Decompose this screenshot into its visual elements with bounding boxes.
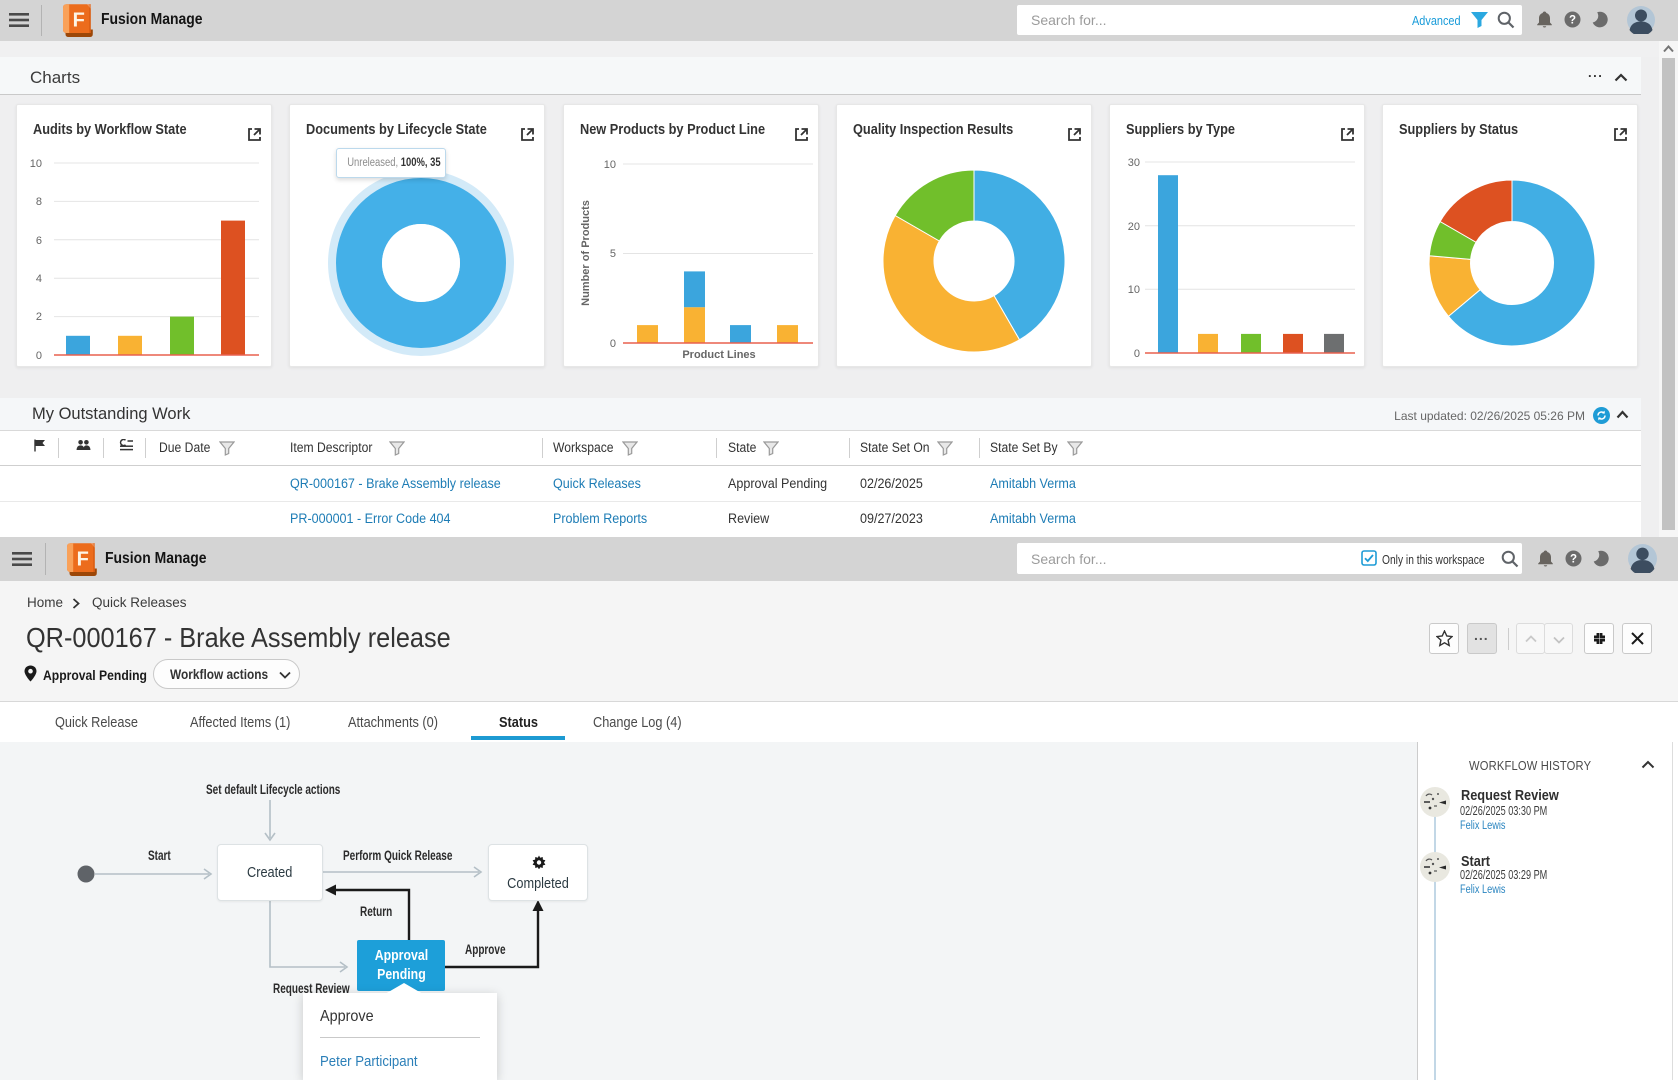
svg-text:2: 2 [36, 311, 42, 323]
svg-text:?: ? [1569, 15, 1576, 27]
svg-text:4: 4 [36, 273, 42, 285]
svg-text:20: 20 [1128, 221, 1140, 233]
svg-text:0: 0 [36, 350, 42, 362]
svg-text:F: F [77, 549, 89, 571]
svg-text:6: 6 [36, 235, 42, 247]
svg-text:10: 10 [604, 159, 616, 171]
svg-text:Number of Products: Number of Products [580, 200, 592, 306]
svg-text:5: 5 [610, 248, 616, 260]
svg-text:0: 0 [1134, 348, 1140, 360]
svg-text:10: 10 [30, 158, 42, 170]
svg-text:0: 0 [610, 338, 616, 350]
svg-text:10: 10 [1128, 284, 1140, 296]
svg-text:Product Lines: Product Lines [682, 349, 755, 361]
svg-text:?: ? [1570, 554, 1577, 566]
svg-text:F: F [73, 10, 85, 32]
svg-text:8: 8 [36, 196, 42, 208]
svg-text:30: 30 [1128, 157, 1140, 169]
